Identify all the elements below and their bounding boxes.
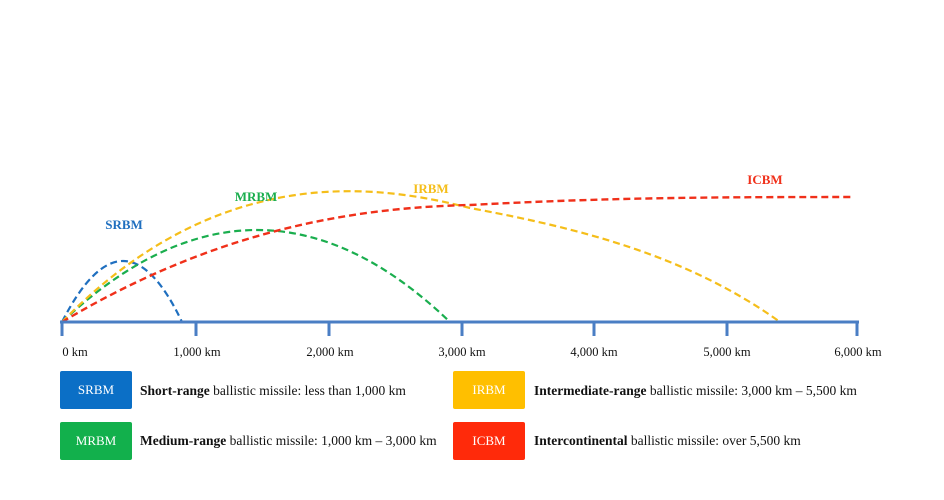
mrbm-arc-label: MRBM: [234, 189, 278, 204]
legend-box-srbm: SRBM: [60, 371, 132, 409]
tick-label-5000: 5,000 km: [703, 345, 751, 359]
irbm-arc-label: IRBM: [413, 181, 449, 196]
legend-bold-mrbm: Medium-range: [140, 433, 227, 448]
srbm-arc-label: SRBM: [105, 217, 143, 232]
tick-label-6000: 6,000 km: [834, 345, 882, 359]
srbm-trajectory: [61, 260, 183, 323]
legend-text-srbm: Short-range ballistic missile: less than…: [140, 383, 406, 399]
legend-rest-srbm: ballistic missile: less than 1,000 km: [209, 383, 406, 398]
legend-bold-irbm: Intermediate-range: [534, 383, 647, 398]
legend-bold-srbm: Short-range: [140, 383, 210, 398]
tick-label-0: 0 km: [62, 345, 88, 359]
irbm-trajectory: [61, 190, 781, 323]
tick-label-4000: 4,000 km: [570, 345, 618, 359]
mrbm-trajectory: [61, 229, 451, 323]
legend-text-mrbm: Medium-range ballistic missile: 1,000 km…: [140, 433, 437, 449]
icbm-arc-label: ICBM: [747, 172, 783, 187]
tick-label-2000: 2,000 km: [306, 345, 354, 359]
legend-rest-irbm: ballistic missile: 3,000 km – 5,500 km: [646, 383, 857, 398]
legend-box-mrbm: MRBM: [60, 422, 132, 460]
legend-bold-icbm: Intercontinental: [534, 433, 628, 448]
legend-rest-mrbm: ballistic missile: 1,000 km – 3,000 km: [226, 433, 437, 448]
icbm-trajectory: [61, 195, 853, 324]
legend-text-irbm: Intermediate-range ballistic missile: 3,…: [534, 383, 857, 399]
x-axis-ticks: [60, 322, 859, 336]
legend-rest-icbm: ballistic missile: over 5,500 km: [627, 433, 801, 448]
tick-label-1000: 1,000 km: [173, 345, 221, 359]
legend-text-icbm: Intercontinental ballistic missile: over…: [534, 433, 801, 449]
legend-box-icbm: ICBM: [453, 422, 525, 460]
tick-label-3000: 3,000 km: [438, 345, 486, 359]
legend-box-irbm: IRBM: [453, 371, 525, 409]
